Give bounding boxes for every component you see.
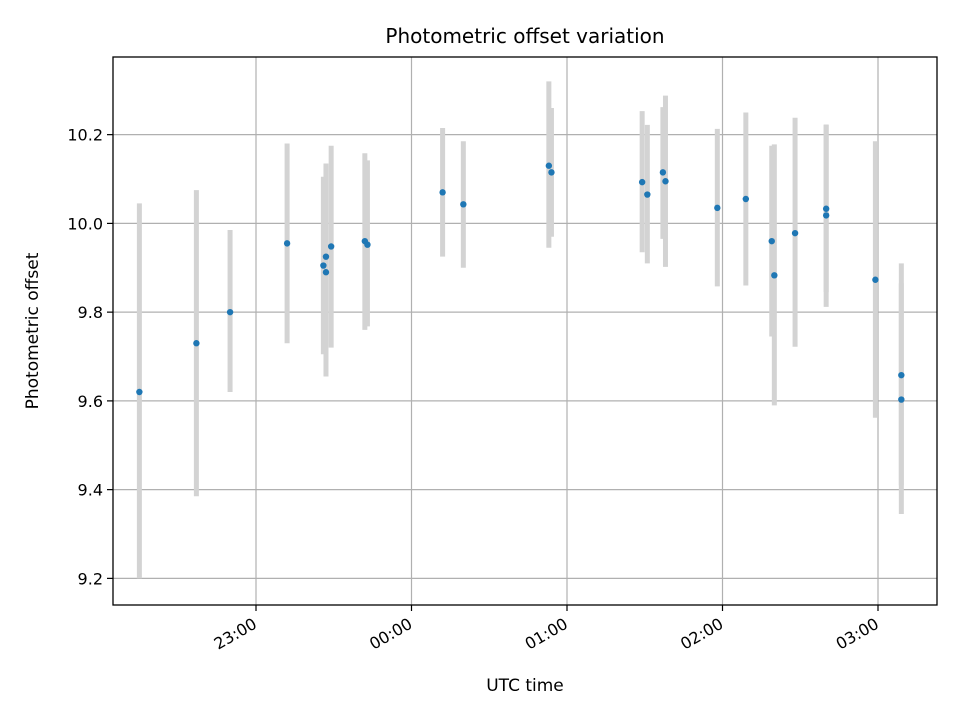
y-axis-ticks: 9.2 9.4 9.6 9.8 10.0 10.2 (67, 126, 113, 588)
y-tick-label: 9.4 (78, 481, 103, 500)
data-point (822, 205, 830, 212)
error-bars (136, 81, 904, 579)
data-point (320, 262, 327, 269)
x-axis-title: UTC time (486, 676, 564, 696)
data-point (898, 396, 905, 403)
data-point (771, 272, 778, 279)
data-point (322, 269, 330, 276)
y-tick-label: 9.2 (78, 569, 103, 588)
x-axis-ticks: 23:00 00:00 01:00 02:00 03:00 (211, 605, 882, 654)
data-point (460, 201, 467, 208)
grid-lines (113, 57, 937, 605)
data-point (327, 243, 335, 250)
data-point (742, 195, 750, 203)
data-point (662, 178, 669, 185)
data-point (364, 241, 371, 248)
y-tick-label: 9.6 (78, 392, 103, 411)
data-point (714, 204, 721, 212)
data-point (283, 240, 291, 247)
x-tick-label: 00:00 (366, 614, 415, 654)
data-point (898, 371, 905, 379)
x-tick-label: 02:00 (677, 614, 726, 654)
data-point (548, 169, 555, 176)
x-tick-label: 23:00 (211, 614, 260, 654)
data-point (768, 237, 775, 245)
data-point (322, 253, 330, 260)
data-point (136, 388, 143, 396)
plot-frame (112, 56, 938, 606)
data-point (226, 308, 234, 316)
data-point (545, 162, 553, 169)
data-point (644, 191, 651, 198)
data-point (872, 276, 879, 283)
chart-title: Photometric offset variation (385, 24, 664, 48)
y-tick-label: 10.0 (67, 214, 103, 233)
x-tick-label: 03:00 (833, 614, 882, 654)
data-point (659, 169, 667, 176)
y-tick-label: 9.8 (78, 303, 103, 322)
data-point (193, 340, 200, 347)
y-axis-title: Photometric offset (23, 252, 43, 409)
y-tick-label: 10.2 (67, 126, 103, 145)
data-point (822, 212, 830, 219)
x-tick-label: 01:00 (522, 614, 571, 654)
data-point (791, 229, 799, 237)
data-points (136, 162, 905, 403)
data-point (439, 189, 446, 196)
data-point (638, 178, 646, 186)
